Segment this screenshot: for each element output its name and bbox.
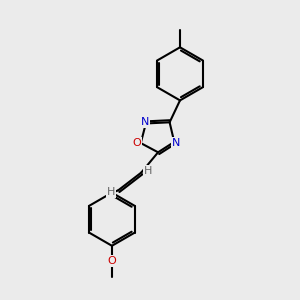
Text: N: N bbox=[140, 117, 149, 127]
Text: O: O bbox=[107, 256, 116, 266]
Text: H: H bbox=[107, 187, 116, 197]
Text: N: N bbox=[172, 138, 180, 148]
Text: O: O bbox=[132, 138, 141, 148]
Text: H: H bbox=[144, 166, 152, 176]
